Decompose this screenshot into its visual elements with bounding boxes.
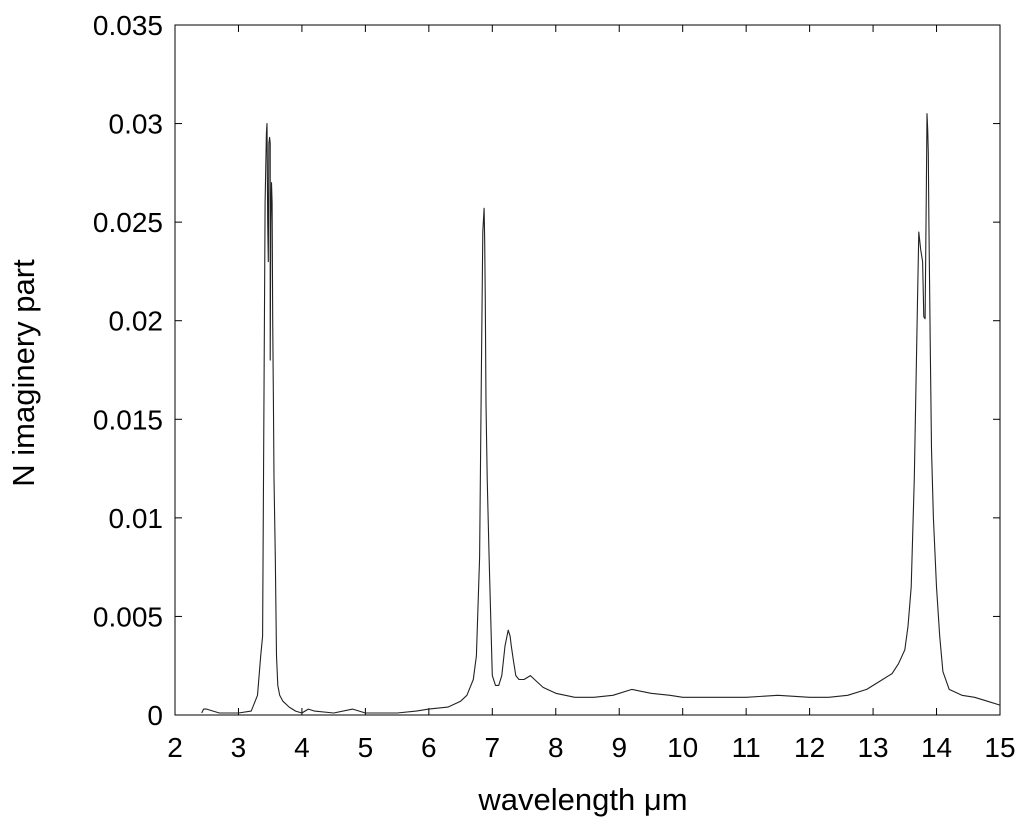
y-tick-label: 0.02 [109,306,164,337]
y-tick-label: 0.03 [109,109,164,140]
plot-frame [174,24,1001,716]
x-tick-label: 6 [421,732,437,763]
x-tick-label: 13 [857,732,888,763]
y-tick-label: 0.005 [93,601,163,632]
x-tick-label: 2 [167,732,183,763]
x-axis: 2 3 4 5 6 7 8 9 10 11 12 13 14 15 [167,25,1016,763]
x-tick-label: 4 [294,732,310,763]
y-tick-label: 0.01 [109,503,164,534]
x-tick-label: 5 [358,732,374,763]
y-tick-label: 0.015 [93,404,163,435]
y-tick-label: 0 [147,700,163,731]
x-tick-label: 3 [231,732,247,763]
y-axis-label: N imaginery part [6,259,41,487]
x-tick-label: 8 [548,732,564,763]
x-tick-label: 14 [921,732,952,763]
x-tick-label: 11 [732,732,761,763]
x-axis-label: wavelength μm [477,782,687,817]
x-tick-label: 9 [611,732,627,763]
x-tick-label: 15 [984,732,1015,763]
series-line [201,113,1001,714]
y-axis: 0 0.005 0.01 0.015 0.02 0.025 0.03 0.035 [93,10,1000,731]
y-tick-label: 0.025 [93,207,163,238]
x-tick-label: 12 [794,732,825,763]
x-tick-label: 10 [667,732,698,763]
x-tick-label: 7 [485,732,501,763]
y-tick-label: 0.035 [93,10,163,41]
